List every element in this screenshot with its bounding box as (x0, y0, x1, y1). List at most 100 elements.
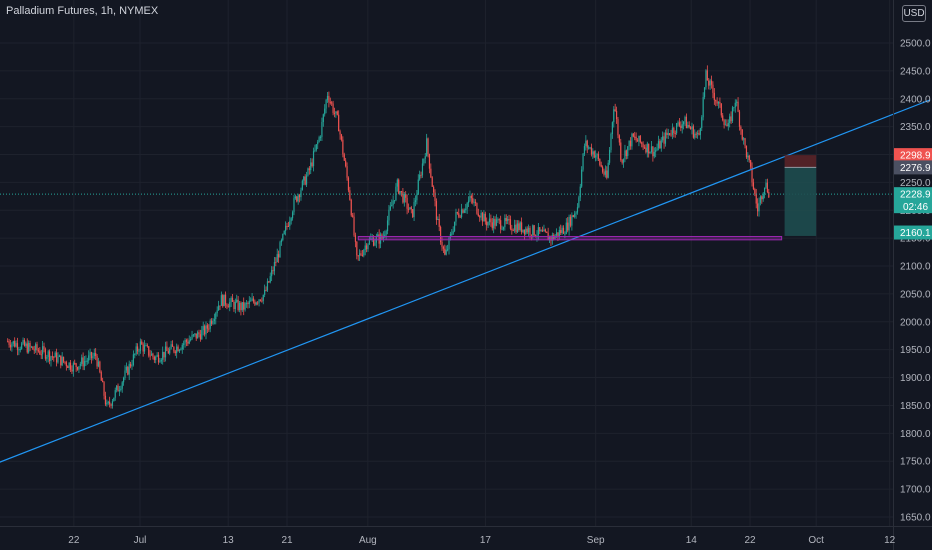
price-tag-2276.9 (894, 160, 932, 175)
price-tick-label: 1800.0 (900, 429, 931, 440)
candle-body (255, 302, 257, 305)
candle-body (588, 147, 590, 149)
candle-body (176, 346, 178, 354)
candle-body (379, 234, 382, 244)
candle-body (648, 143, 650, 154)
candle-body (39, 351, 41, 355)
candle-body (163, 351, 165, 358)
candle-body (564, 233, 566, 235)
candle-body (589, 147, 591, 149)
candle-body (562, 227, 565, 234)
candle-body (741, 129, 743, 140)
time-axis[interactable]: 22 Jul 13 21 Aug 17 Sep 14 22 Oct 12 (0, 526, 932, 547)
candle-body (79, 363, 81, 367)
candle-body (521, 222, 523, 233)
candle-body (96, 356, 98, 367)
candle-body (245, 303, 248, 305)
candle-body (583, 146, 586, 154)
candle-body (146, 345, 148, 347)
candle-body (248, 300, 250, 304)
price-tick-label: 1850.0 (900, 401, 931, 412)
candle-body (310, 162, 312, 171)
candle-body (67, 366, 69, 368)
candle-body (275, 262, 277, 264)
candle-body (424, 156, 426, 159)
drawings-layer[interactable] (0, 99, 931, 466)
candle-body (652, 146, 654, 157)
candle-body (608, 149, 611, 163)
candle-body (474, 201, 477, 204)
candle-body (768, 192, 770, 198)
candle-body (304, 176, 306, 185)
candle-body (576, 207, 579, 213)
candle-body (367, 243, 369, 250)
candle-body (241, 302, 243, 311)
candle-body (512, 230, 514, 232)
candle-body (456, 212, 458, 214)
candle-body (554, 235, 556, 239)
candle-body (343, 154, 345, 161)
candle-body (134, 353, 136, 355)
support-zone-rectangle[interactable] (357, 235, 783, 241)
candle-body (43, 346, 45, 350)
candle-body (518, 223, 520, 231)
candle-body (319, 136, 322, 138)
candle-body (174, 351, 176, 354)
candle-body (141, 341, 143, 345)
candle-body (127, 367, 129, 375)
candle-body (578, 197, 580, 208)
price-tick-label: 1700.0 (900, 485, 931, 496)
candle-body (522, 229, 524, 233)
stop-loss-zone[interactable] (784, 155, 817, 168)
candle-body (332, 103, 334, 113)
candle-body (251, 298, 253, 301)
candle-body (234, 301, 236, 309)
candle-body (120, 388, 122, 391)
candle-body (444, 248, 446, 255)
candle-body (9, 344, 12, 348)
candle-body (46, 357, 48, 359)
candle-body (85, 360, 87, 362)
candle-body (188, 340, 190, 344)
candle-body (622, 159, 625, 163)
candle-body (720, 103, 722, 116)
candle-body (593, 151, 595, 158)
candle-body (624, 150, 626, 160)
candle-body (681, 124, 683, 129)
candle-body (687, 125, 689, 129)
price-tick-label: 1650.0 (900, 512, 931, 523)
candle-body (710, 80, 713, 85)
take-profit-zone[interactable] (784, 167, 817, 236)
candle-body (32, 346, 34, 350)
candle-body (170, 344, 172, 349)
candle-body (386, 220, 389, 232)
candle-body (148, 346, 150, 356)
candle-body (136, 346, 139, 352)
price-tag-label: 2228.9 (900, 190, 931, 201)
candle-body (406, 197, 408, 209)
trendline[interactable] (0, 99, 931, 466)
candle-body (19, 348, 21, 350)
candle-body (502, 227, 505, 230)
candle-body (23, 340, 26, 346)
candle-body (300, 189, 302, 198)
candle-body (374, 242, 376, 246)
price-tick-label: 1900.0 (900, 373, 931, 384)
candle-body (116, 385, 118, 391)
candle-body (76, 366, 79, 370)
candle-body (757, 203, 759, 212)
price-tag-2228.9 (894, 187, 932, 214)
candle-body (50, 356, 52, 361)
candle-body (448, 237, 450, 250)
candle-body (65, 362, 67, 367)
candle-body (536, 235, 538, 237)
candle-body (219, 305, 221, 307)
candle-body (114, 390, 116, 398)
currency-button[interactable]: USD (902, 5, 926, 22)
candle-body (733, 107, 735, 109)
candle-body (353, 216, 355, 236)
time-tick-label: Sep (587, 535, 605, 546)
price-axis[interactable]: 2500.02450.02400.02350.02300.02250.02200… (893, 0, 932, 550)
